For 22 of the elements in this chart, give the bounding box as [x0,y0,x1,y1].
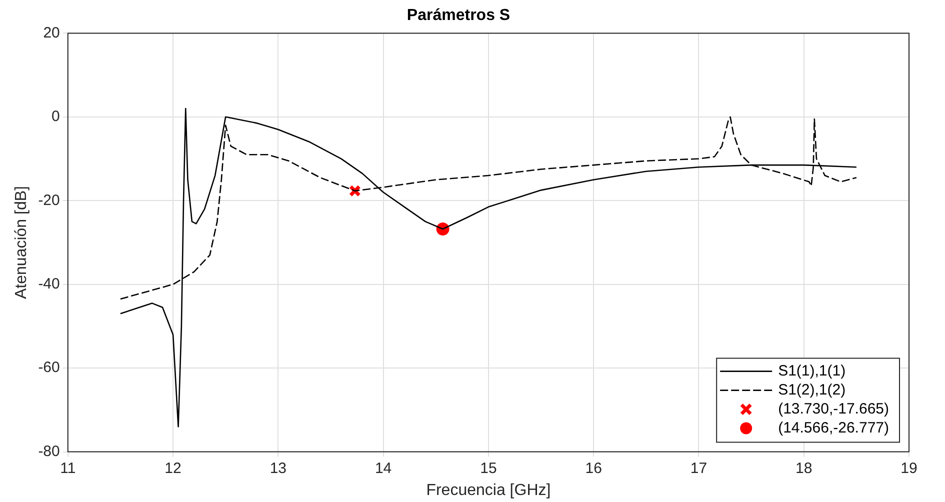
y-tick-label: -60 [38,359,60,376]
x-tick-label: 16 [585,460,602,477]
x-tick-label: 13 [270,460,287,477]
x-tick-label: 12 [164,460,182,477]
x-axis-title: Frecuencia [GHz] [426,482,551,499]
y-tick-label: -40 [38,276,60,292]
x-tick-label: 15 [480,460,497,477]
legend-label: S1(2),1(2) [778,381,846,398]
legend-label: S1(1),1(1) [778,362,846,380]
y-axis-title: Atenuación [dB] [13,186,30,299]
x-tick-label: 14 [374,460,392,477]
y-tick-label: 0 [52,108,60,126]
y-tick-label: 20 [43,24,60,42]
y-tick-label: -20 [38,192,60,209]
x-tick-label: 19 [900,460,918,477]
legend-label: (14.566,-26.777) [778,419,890,436]
x-tick-label: 11 [60,460,76,477]
y-tick-label: -80 [38,442,60,460]
x-tick-label: 17 [690,460,708,477]
chart-title: Parámetros S [406,7,510,24]
x-tick-label: 18 [796,460,812,477]
legend-label: (13.730,-17.665) [778,400,890,418]
